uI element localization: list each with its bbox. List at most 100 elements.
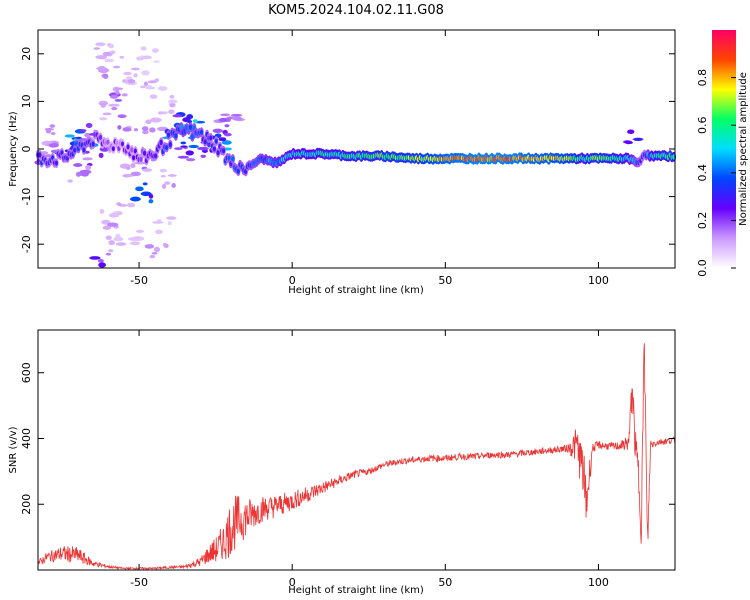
spectrogram-blob	[102, 112, 112, 116]
spectrogram-blob	[168, 99, 178, 104]
spectrogram-ridge-core	[199, 129, 204, 135]
spectrogram-blob	[130, 196, 141, 202]
spectrogram-y-ticks: -20 -10 0 10 20	[20, 47, 675, 253]
spectrogram-blob	[180, 145, 188, 148]
y-tick-label: 10	[20, 94, 33, 108]
spectrogram-ridge-core	[126, 144, 130, 150]
spectrogram-ridge-core	[38, 152, 42, 158]
spectrogram-blob	[155, 229, 163, 235]
spectrogram-blob	[218, 137, 227, 142]
spectrogram-blob	[110, 94, 119, 99]
spectrogram-blob	[103, 73, 109, 79]
spectrogram-blob	[192, 119, 198, 124]
spectrogram-blob	[149, 254, 156, 259]
spectrogram-blob	[164, 181, 171, 185]
spectrogram-blob	[141, 55, 152, 60]
spectrogram-blob	[135, 186, 144, 192]
spectrogram-blob	[142, 182, 148, 186]
x-tick-label: 0	[289, 274, 296, 287]
spectrogram-blob	[169, 94, 175, 99]
spectrogram-ridge-core	[142, 150, 147, 156]
spectrogram-blob	[223, 132, 232, 137]
x-tick-label: 0	[289, 576, 296, 589]
spectrogram-blob	[84, 132, 91, 138]
colorbar-tick-label: 0.2	[696, 212, 709, 230]
colorbar-tick-label: 0.0	[696, 259, 709, 277]
spectrogram-blob	[67, 179, 73, 183]
colorbar-tick-label: 0.8	[696, 69, 709, 87]
y-tick-label: -10	[20, 188, 33, 206]
y-tick-label: -20	[20, 235, 33, 253]
spectrogram-blob	[139, 85, 146, 89]
spectrogram-blob	[109, 50, 116, 54]
spectrogram-ridge-core	[73, 147, 77, 153]
spectrogram-ridge-core	[154, 153, 158, 159]
spectrogram-ridge-core	[166, 132, 171, 138]
spectrogram-blob	[224, 124, 230, 128]
y-tick-label: 400	[20, 428, 33, 449]
spectrogram-blob	[102, 51, 111, 56]
spectrogram-ridge-core	[98, 134, 103, 140]
spectrogram-ridge-core	[212, 146, 216, 152]
snr-x-ticks: -50 0 50 100	[130, 330, 609, 589]
spectrogram-ridge-core	[188, 124, 193, 130]
spectrogram-blob	[167, 174, 177, 177]
snr-frame	[37, 329, 676, 571]
snr-y-ticks: 200 400 600	[20, 362, 675, 515]
spectrogram-blob	[149, 127, 156, 133]
spectrogram-blob	[127, 237, 140, 241]
spectrogram-blob	[140, 46, 147, 51]
spectrogram-blob	[141, 126, 149, 132]
spectrogram-blob	[49, 124, 56, 128]
spectrogram-blob	[117, 125, 122, 130]
colorbar-ticks: 0.0 0.2 0.4 0.6 0.8	[696, 69, 736, 277]
y-tick-label: 0	[20, 146, 33, 153]
spectrogram-blob	[122, 127, 131, 132]
spectrogram-blob	[79, 169, 92, 175]
spectrogram-blob	[115, 90, 120, 95]
spectrogram-blob	[171, 182, 176, 189]
spectrogram-blob	[50, 131, 56, 136]
colorbar-tick-label: 0.4	[696, 164, 709, 182]
spectrogram-blob	[200, 154, 206, 158]
spectrogram-blob	[197, 146, 209, 151]
spectrogram-blob	[149, 94, 158, 99]
spectrogram-blob	[153, 246, 161, 253]
spectrogram-blob	[188, 144, 199, 149]
spectrogram-blob	[108, 43, 114, 49]
spectrogram-blob	[117, 202, 122, 206]
spectrogram-blob	[174, 147, 183, 151]
spectrogram-blob	[99, 56, 107, 60]
spectrogram-blob	[168, 109, 175, 114]
spectrogram-blob	[145, 119, 152, 125]
spectrogram-blob	[141, 70, 150, 76]
spectrogram-blob	[162, 243, 167, 247]
spectrogram-blob	[157, 86, 168, 91]
spectrogram-blob	[100, 102, 106, 108]
spectrogram-blob	[142, 168, 153, 172]
colorbar-gradient	[712, 30, 736, 268]
spectrogram-ridge-core	[54, 160, 58, 166]
spectrogram-ridge	[35, 122, 676, 177]
spectrogram-blob	[89, 256, 101, 260]
spectrogram-blob	[99, 208, 105, 214]
spectrogram-blob	[95, 42, 106, 47]
spectrogram-blob	[82, 157, 93, 161]
spectrogram-ridge-core	[231, 156, 235, 162]
spectrogram-ridge-core	[133, 148, 137, 154]
spectrogram-blob	[98, 262, 106, 268]
spectrogram-blob	[177, 155, 189, 159]
spectrogram-blob	[127, 202, 136, 208]
spectrogram-blob	[167, 221, 172, 226]
y-tick-label: 600	[20, 362, 33, 383]
spectrogram-ridge-core	[174, 133, 178, 139]
spectrogram-blob	[143, 81, 148, 87]
spectrogram-blob	[113, 236, 124, 242]
spectrogram-ridge-core	[209, 135, 213, 141]
spectrogram-blob	[102, 225, 112, 230]
spectrogram-blob	[108, 213, 120, 218]
spectrogram-blob	[159, 168, 168, 173]
snr-series-line	[37, 343, 676, 571]
spectrogram-blob	[122, 174, 132, 178]
